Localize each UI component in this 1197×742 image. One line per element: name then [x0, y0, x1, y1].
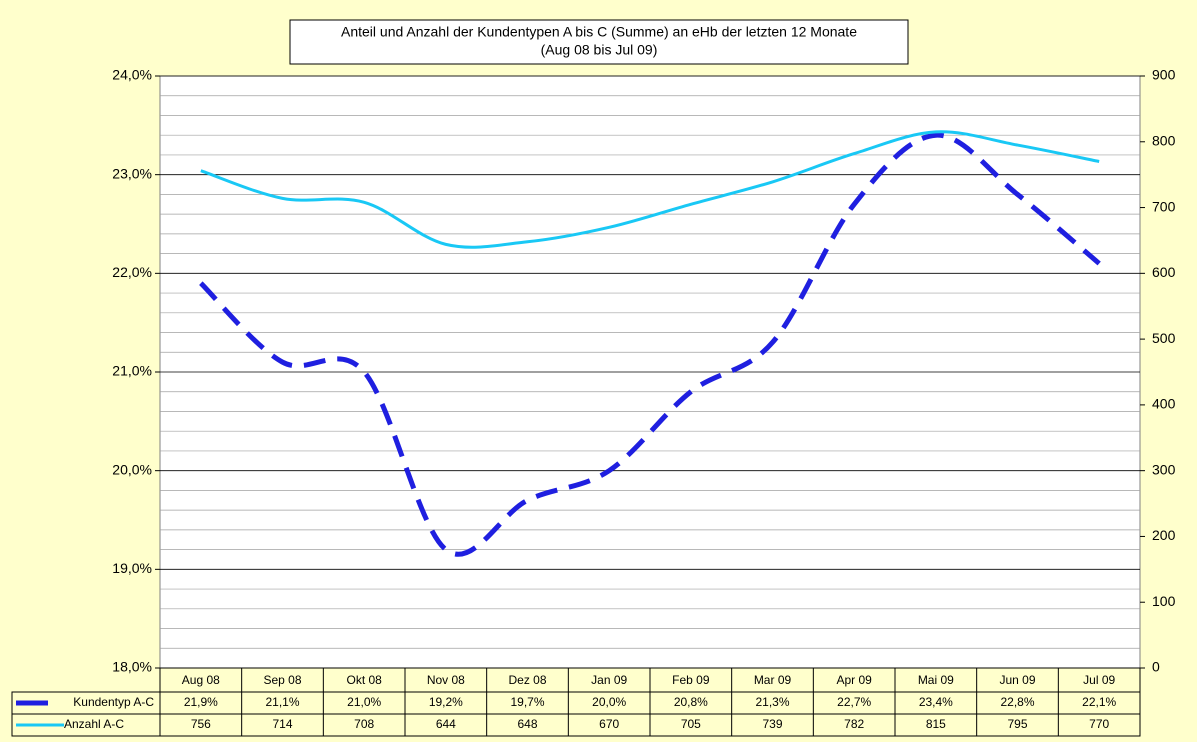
y2-tick-label: 600: [1152, 264, 1176, 280]
table-value: 22,8%: [1000, 695, 1034, 709]
table-value: 770: [1089, 717, 1109, 731]
y-tick-label: 24,0%: [112, 67, 152, 83]
x-tick-label: Nov 08: [427, 673, 465, 687]
table-value: 795: [1007, 717, 1027, 731]
y2-tick-label: 900: [1152, 67, 1176, 83]
y-tick-label: 22,0%: [112, 264, 152, 280]
legend-label: Anzahl A-C: [64, 717, 124, 731]
table-value: 23,4%: [919, 695, 953, 709]
table-value: 648: [517, 717, 537, 731]
x-tick-label: Aug 08: [182, 673, 220, 687]
x-tick-label: Apr 09: [836, 673, 872, 687]
table-value: 815: [926, 717, 946, 731]
table-value: 20,0%: [592, 695, 626, 709]
x-tick-label: Jan 09: [591, 673, 627, 687]
legend-label: Kundentyp A-C: [73, 695, 154, 709]
series-line: [200, 130, 1100, 249]
title-box: [289, 19, 909, 65]
x-tick-label: Feb 09: [672, 673, 710, 687]
x-tick-label: Sep 08: [263, 673, 301, 687]
x-tick-label: Jul 09: [1083, 673, 1115, 687]
y2-tick-label: 800: [1152, 132, 1176, 148]
y2-tick-label: 200: [1152, 527, 1176, 543]
x-tick-label: Mar 09: [754, 673, 792, 687]
x-tick-label: Dez 08: [508, 673, 546, 687]
table-value: 739: [762, 717, 782, 731]
x-tick-label: Mai 09: [918, 673, 954, 687]
table-value: 21,3%: [755, 695, 789, 709]
y2-tick-label: 700: [1152, 198, 1176, 214]
series-line: [199, 132, 1101, 557]
table-value: 708: [354, 717, 374, 731]
y-tick-label: 23,0%: [112, 165, 152, 181]
y2-tick-label: 100: [1152, 593, 1176, 609]
table-value: 705: [681, 717, 701, 731]
table-value: 19,7%: [510, 695, 544, 709]
y2-tick-label: 400: [1152, 396, 1176, 412]
table-value: 644: [436, 717, 456, 731]
y2-tick-label: 300: [1152, 461, 1176, 477]
y2-tick-label: 0: [1152, 659, 1160, 675]
table-value: 714: [272, 717, 292, 731]
x-tick-label: Jun 09: [999, 673, 1035, 687]
table-value: 756: [191, 717, 211, 731]
y-tick-label: 19,0%: [112, 560, 152, 576]
table-value: 670: [599, 717, 619, 731]
table-value: 21,1%: [265, 695, 299, 709]
table-value: 20,8%: [674, 695, 708, 709]
table-value: 21,9%: [184, 695, 218, 709]
y-tick-label: 21,0%: [112, 363, 152, 379]
y2-tick-label: 500: [1152, 330, 1176, 346]
table-value: 22,1%: [1082, 695, 1116, 709]
y-tick-label: 18,0%: [112, 659, 152, 675]
table-value: 22,7%: [837, 695, 871, 709]
chart-subtitle: (Aug 08 bis Jul 09): [541, 42, 658, 58]
table-value: 19,2%: [429, 695, 463, 709]
table-value: 21,0%: [347, 695, 381, 709]
chart-title: Anteil und Anzahl der Kundentypen A bis …: [341, 24, 857, 40]
y-tick-label: 20,0%: [112, 461, 152, 477]
table-value: 782: [844, 717, 864, 731]
x-tick-label: Okt 08: [346, 673, 382, 687]
